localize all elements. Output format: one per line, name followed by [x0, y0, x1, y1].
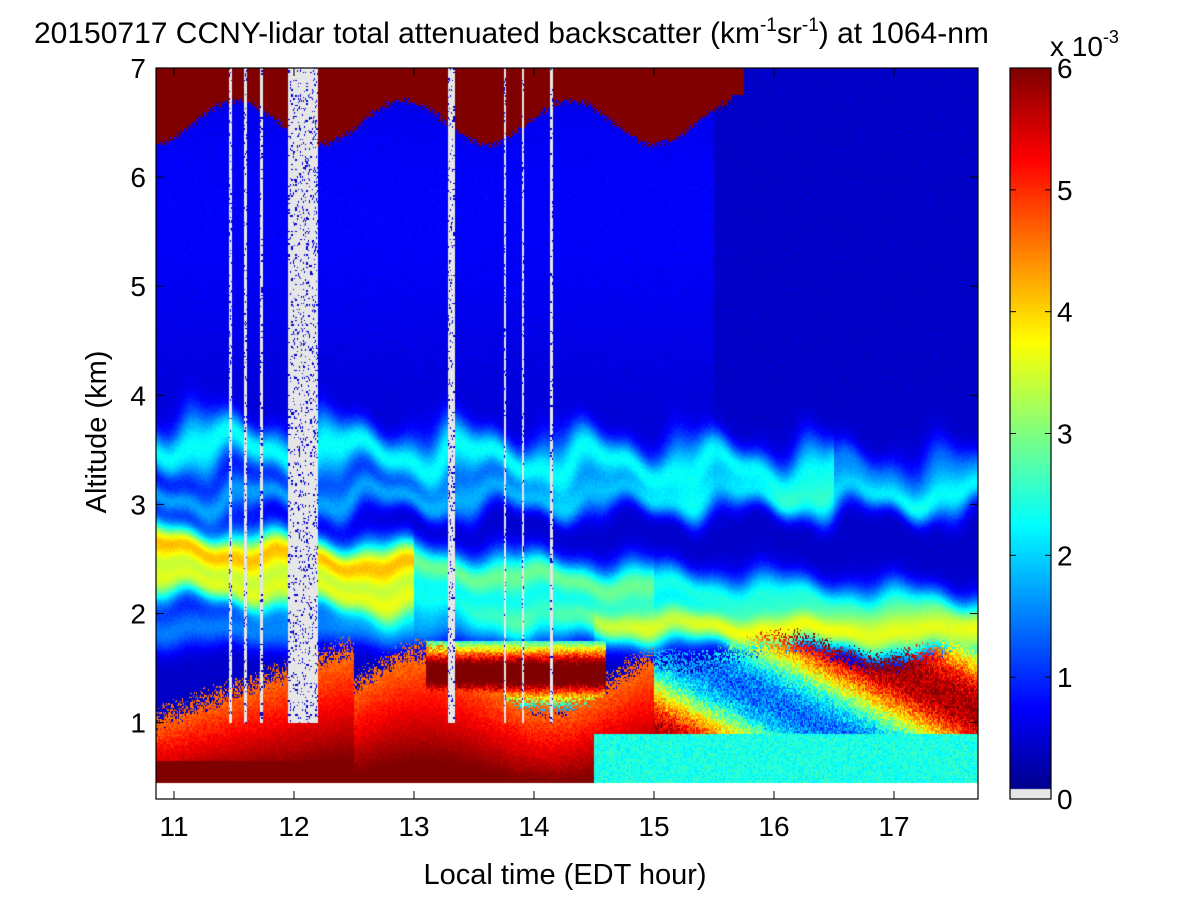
x-tick-label: 15	[638, 811, 669, 842]
title-sup2: -1	[802, 15, 819, 36]
colorbar-multiplier-base: x 10	[1050, 31, 1103, 62]
y-tick-label: 6	[130, 162, 146, 193]
x-axis-label: Local time (EDT hour)	[423, 859, 706, 891]
title-main: 20150717 CCNY-lidar total attenuated bac…	[34, 17, 760, 50]
colorbar-tick-label: 5	[1057, 175, 1073, 206]
colorbar-tick-label: 2	[1057, 540, 1073, 571]
x-tick-label: 11	[159, 811, 188, 842]
y-tick-label: 7	[130, 53, 146, 84]
y-axis-label: Altitude (km)	[81, 351, 113, 514]
x-tick-label: 13	[398, 811, 429, 842]
x-tick-label: 16	[758, 811, 789, 842]
title-mid: sr	[777, 17, 802, 50]
y-tick-label: 2	[130, 599, 146, 630]
colorbar-tick-label: 1	[1057, 662, 1073, 693]
colorbar-ticks: 0 1 2 3 4 5 6	[1010, 53, 1073, 815]
colorbar-tick-label: 3	[1057, 419, 1073, 450]
y-axis-ticks: 1 2 3 4 5 6 7	[130, 53, 978, 739]
colorbar-multiplier: x 10-3	[1050, 27, 1119, 62]
title-sup1: -1	[760, 15, 777, 36]
x-tick-label: 17	[878, 811, 909, 842]
x-axis-ticks: 11 12 13 14 15 16 17	[159, 68, 910, 842]
title: 20150717 CCNY-lidar total attenuated bac…	[34, 15, 989, 50]
colorbar-tick-label: 4	[1057, 297, 1073, 328]
colorbar: 0 1 2 3 4 5 6 x 10-3	[1009, 27, 1119, 815]
colorbar-multiplier-exp: -3	[1103, 27, 1119, 47]
y-tick-label: 4	[130, 380, 146, 411]
y-tick-label: 5	[130, 271, 146, 302]
backscatter-heatmap	[156, 68, 978, 799]
colorbar-gradient	[1010, 68, 1051, 799]
colorbar-tick-label: 6	[1057, 53, 1073, 84]
plot-frame	[155, 67, 979, 800]
x-tick-label: 12	[278, 811, 309, 842]
svg-text:20150717 CCNY-lidar total atte: 20150717 CCNY-lidar total attenuated bac…	[34, 15, 989, 50]
y-tick-label: 1	[130, 708, 146, 739]
title-end: ) at 1064-nm	[819, 17, 989, 50]
colorbar-tick-label: 0	[1057, 784, 1073, 815]
y-tick-label: 3	[130, 489, 146, 520]
x-tick-label: 14	[518, 811, 549, 842]
